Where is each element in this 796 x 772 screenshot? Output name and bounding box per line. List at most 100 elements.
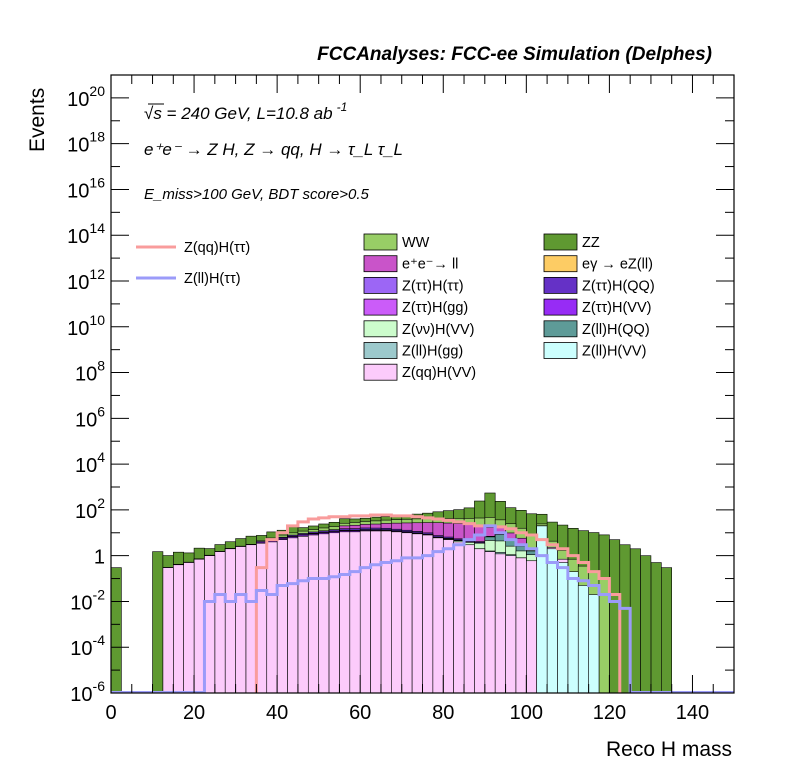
histogram-bin (422, 534, 434, 694)
histogram-bin (432, 537, 444, 694)
legend-box-label: Z(νν)H(VV) (402, 322, 475, 338)
y-axis-label: Events (26, 88, 49, 152)
histogram-bin (619, 544, 631, 694)
y-tick-label: 102 (75, 495, 105, 523)
x-tick-label: 40 (266, 702, 288, 724)
legend-box-label: Z(ττ)H(ττ) (402, 278, 464, 294)
legend-box-label: Z(ll)H(gg) (402, 344, 463, 360)
histogram-bin (577, 585, 589, 694)
legend-box-label: Z(ll)H(QQ) (582, 322, 650, 338)
axes: 0 20 40 60 80 100 120 140 10-6 10-4 10-2 1 102 104 106… (67, 74, 735, 724)
legend-box-label: Z(ll)H(VV) (582, 344, 646, 360)
y-tick-label: 1018 (67, 129, 105, 157)
histogram-bin (546, 548, 558, 694)
histogram-z-ll-h-vv- (536, 525, 600, 694)
y-tick-label: 1 (94, 547, 105, 569)
histogram-bin (266, 541, 278, 694)
y-tick-label: 10-6 (70, 678, 105, 706)
legend-box-swatch (543, 276, 578, 294)
annotation-block: √s = 240 GeV, L=10.8 ab -1 e⁺e⁻ → Z H, Z … (144, 100, 403, 203)
histogram-bin (370, 530, 382, 694)
legend-box-swatch (543, 233, 578, 251)
legend-box-swatch (363, 342, 398, 359)
histogram-bin (318, 533, 330, 694)
histogram-bin (162, 567, 174, 694)
legend-box-label: Z(ττ)H(gg) (402, 300, 468, 316)
histogram-bin (588, 594, 600, 694)
legend-box-swatch (363, 276, 398, 294)
energy-annotation: √s = 240 GeV, L=10.8 ab (144, 104, 333, 123)
legend-box-label: eγ → eZ(ll) (582, 257, 653, 273)
signal-overlays (111, 513, 734, 693)
y-tick-label: 1010 (67, 312, 105, 340)
x-tick-label: 0 (105, 702, 116, 724)
overlay-z-ll-h- (202, 524, 632, 693)
histogram-bin (505, 555, 517, 694)
histogram-bin (173, 564, 184, 694)
histogram-bin (650, 562, 662, 694)
x-tick-label: 140 (676, 702, 709, 724)
legend-box-swatch (543, 342, 578, 359)
legend-box-label: ZZ (582, 235, 600, 251)
histogram-bin (629, 548, 641, 694)
histogram-bin (256, 542, 268, 694)
histogram-bin (567, 571, 579, 694)
histogram-bin (484, 551, 496, 694)
histogram-bin (536, 525, 548, 694)
process-annotation: e⁺e⁻ → Z H, Z → qq, H → τ_L τ_L (144, 140, 403, 159)
y-tick-label: 1020 (67, 83, 105, 111)
histogram-bin (661, 567, 672, 694)
legend-box-swatch (363, 320, 398, 338)
histogram-bin (204, 555, 216, 694)
legend-box-label: e⁺e⁻→ ll (402, 257, 458, 273)
overlay-z-qq-h- (254, 513, 622, 693)
histogram-bin (287, 537, 299, 694)
energy-exponent: -1 (337, 100, 348, 114)
legend-box-swatch (363, 363, 398, 381)
histogram-bin (214, 551, 226, 694)
x-tick-label: 80 (432, 702, 454, 724)
y-tick-label: 106 (75, 403, 105, 431)
histogram-bin (349, 531, 361, 694)
histogram-bin (276, 539, 288, 694)
y-tick-label: 10-4 (70, 632, 105, 660)
histogram-bin (380, 530, 392, 694)
histogram-bin (557, 562, 569, 694)
histogram-bin (328, 532, 340, 694)
legend-box-label: Z(qq)H(VV) (402, 365, 476, 381)
histogram-bin (515, 557, 527, 694)
y-tick-label: 10-2 (70, 586, 105, 614)
legend-box-swatch (363, 233, 398, 251)
legend: Z(qq)H(ττ) Z(ll)H(ττ) WW ZZ e⁺e⁻→ ll eγ → eZ(… (136, 233, 655, 381)
histogram-bin (609, 539, 621, 694)
histogram-bin (152, 551, 164, 694)
svg-text:√s = 240 GeV, L=10.8 ab-1: √s = 240 GeV, L=10.8 ab -1 (144, 100, 347, 123)
x-tick-label: 120 (593, 702, 626, 724)
y-tick-label: 1014 (67, 220, 105, 248)
y-tick-label: 1012 (67, 266, 105, 294)
histogram-bin (359, 530, 371, 694)
y-tick-label: 1016 (67, 174, 105, 202)
selection-annotation: E_miss>100 GeV, BDT score>0.5 (144, 186, 369, 203)
histogram-bin (193, 558, 205, 694)
histogram-bin (224, 548, 236, 694)
legend-box-label: Z(ττ)H(VV) (582, 300, 651, 316)
legend-box-swatch (543, 320, 578, 338)
histogram-bin (453, 541, 465, 694)
legend-box-label: WW (402, 235, 430, 251)
histogram-bin (307, 534, 319, 694)
histogram-bin (183, 562, 195, 694)
histogram-bin (494, 553, 506, 694)
legend-box-swatch (363, 255, 398, 273)
legend-box-label: Z(ττ)H(QQ) (582, 278, 655, 294)
histogram-bin (442, 539, 454, 694)
histogram-bin (339, 531, 351, 694)
x-tick-label: 100 (510, 702, 543, 724)
legend-box-swatch (543, 255, 578, 273)
y-tick-label: 108 (75, 358, 105, 386)
histogram-bin (640, 555, 652, 694)
legend-line-label: Z(ll)H(ττ) (184, 271, 241, 287)
chart-title: FCCAnalyses: FCC-ee Simulation (Delphes) (317, 44, 712, 65)
histogram-bin (526, 560, 538, 694)
